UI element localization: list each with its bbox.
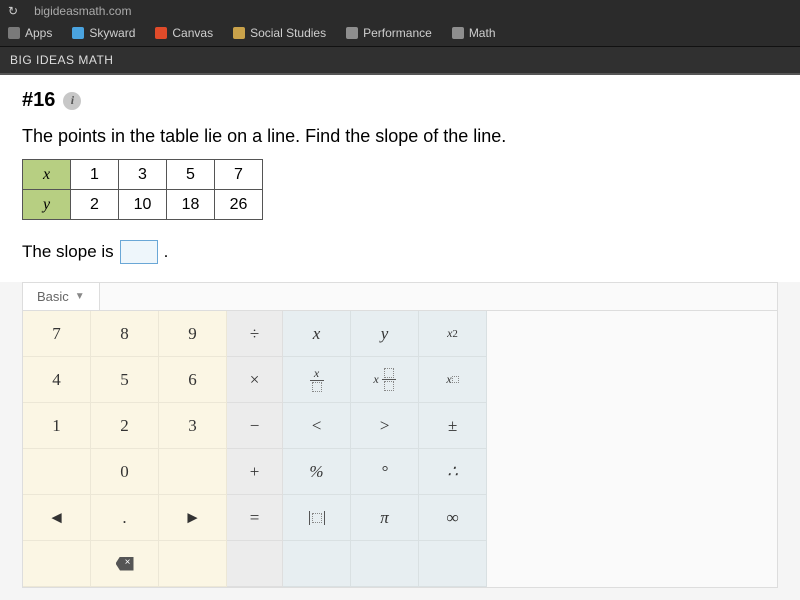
key-infinity[interactable]: ∞	[419, 495, 487, 541]
key-x-frac-box[interactable]: x	[351, 357, 419, 403]
key-5[interactable]: 5	[91, 357, 159, 403]
bookmark-social-studies[interactable]: Social Studies	[233, 26, 326, 40]
refresh-icon[interactable]: ↻	[8, 4, 18, 18]
keypad-grid: 7 8 9 4 5 6 1 2 3 0 ◄ . ► ÷ × − + =	[23, 311, 777, 587]
bookmark-label: Skyward	[89, 26, 135, 40]
key-less-than[interactable]: <	[283, 403, 351, 449]
key-2[interactable]: 2	[91, 403, 159, 449]
bookmark-skyward[interactable]: Skyward	[72, 26, 135, 40]
bookmark-label: Canvas	[172, 26, 213, 40]
answer-line: The slope is .	[22, 240, 778, 264]
keypad-operator-col: ÷ × − + =	[227, 311, 283, 587]
performance-icon	[346, 27, 358, 39]
bookmark-label: Math	[469, 26, 496, 40]
key-blank	[419, 541, 487, 587]
table-cell: 1	[71, 160, 119, 190]
table-cell: 18	[167, 190, 215, 220]
apps-icon	[8, 27, 20, 39]
key-blank	[227, 541, 283, 587]
chevron-down-icon: ▼	[75, 291, 85, 302]
social-studies-icon	[233, 27, 245, 39]
key-degree[interactable]: °	[351, 449, 419, 495]
key-0[interactable]: 0	[91, 449, 159, 495]
backspace-icon	[116, 557, 134, 571]
keypad-tab-basic[interactable]: Basic ▼	[23, 283, 100, 310]
bookmark-label: Social Studies	[250, 26, 326, 40]
key-dot[interactable]: .	[91, 495, 159, 541]
key-x-squared[interactable]: x2	[419, 311, 487, 357]
table-cell: 10	[119, 190, 167, 220]
question-prompt: The points in the table lie on a line. F…	[22, 126, 778, 147]
key-plus[interactable]: +	[227, 449, 283, 495]
key-pi[interactable]: π	[351, 495, 419, 541]
table-cell: 7	[215, 160, 263, 190]
question-panel: #16 i The points in the table lie on a l…	[0, 73, 800, 282]
bookmark-bar: Apps Skyward Canvas Social Studies Perfo…	[0, 22, 800, 47]
key-blank	[159, 449, 227, 495]
key-plus-minus[interactable]: ±	[419, 403, 487, 449]
question-number-row: #16 i	[22, 89, 778, 112]
keypad-tabs: Basic ▼	[23, 283, 777, 311]
math-icon	[452, 27, 464, 39]
key-x-over-box[interactable]: x	[283, 357, 351, 403]
question-number: #16	[22, 89, 55, 112]
key-blank	[283, 541, 351, 587]
key-nav-right[interactable]: ►	[159, 495, 227, 541]
key-greater-than[interactable]: >	[351, 403, 419, 449]
key-abs[interactable]	[283, 495, 351, 541]
browser-address-bar: ↻ bigideasmath.com	[0, 0, 800, 22]
keypad-symbol-pad: x y x2 x x x < > ± % ° ∴ π ∞	[283, 311, 487, 587]
url-hint: bigideasmath.com	[34, 4, 131, 18]
table-y-header: y	[23, 190, 71, 220]
bookmark-performance[interactable]: Performance	[346, 26, 432, 40]
key-minus[interactable]: −	[227, 403, 283, 449]
keypad-number-pad: 7 8 9 4 5 6 1 2 3 0 ◄ . ►	[23, 311, 227, 587]
key-3[interactable]: 3	[159, 403, 227, 449]
key-y[interactable]: y	[351, 311, 419, 357]
table-x-header: x	[23, 160, 71, 190]
key-x[interactable]: x	[283, 311, 351, 357]
xy-table: x 1 3 5 7 y 2 10 18 26	[22, 159, 263, 220]
key-divide[interactable]: ÷	[227, 311, 283, 357]
answer-input[interactable]	[120, 240, 158, 264]
key-blank	[23, 541, 91, 587]
skyward-icon	[72, 27, 84, 39]
answer-lead-text: The slope is	[22, 242, 114, 262]
table-cell: 5	[167, 160, 215, 190]
table-cell: 2	[71, 190, 119, 220]
key-therefore[interactable]: ∴	[419, 449, 487, 495]
canvas-icon	[155, 27, 167, 39]
key-6[interactable]: 6	[159, 357, 227, 403]
key-blank	[159, 541, 227, 587]
key-9[interactable]: 9	[159, 311, 227, 357]
bookmark-label: Performance	[363, 26, 432, 40]
bookmark-apps[interactable]: Apps	[8, 26, 52, 40]
brand-bar: BIG IDEAS MATH	[0, 47, 800, 73]
key-blank	[23, 449, 91, 495]
keypad-tab-label: Basic	[37, 289, 69, 304]
bookmark-math[interactable]: Math	[452, 26, 496, 40]
key-x-power-box[interactable]: x	[419, 357, 487, 403]
key-7[interactable]: 7	[23, 311, 91, 357]
table-cell: 3	[119, 160, 167, 190]
key-nav-left[interactable]: ◄	[23, 495, 91, 541]
key-multiply[interactable]: ×	[227, 357, 283, 403]
math-keypad: Basic ▼ 7 8 9 4 5 6 1 2 3 0 ◄ . ► ÷	[22, 282, 778, 588]
key-blank	[351, 541, 419, 587]
key-backspace[interactable]	[91, 541, 159, 587]
key-4[interactable]: 4	[23, 357, 91, 403]
bookmark-canvas[interactable]: Canvas	[155, 26, 213, 40]
key-equals[interactable]: =	[227, 495, 283, 541]
key-percent[interactable]: %	[283, 449, 351, 495]
table-cell: 26	[215, 190, 263, 220]
answer-trail-text: .	[164, 242, 169, 262]
key-8[interactable]: 8	[91, 311, 159, 357]
info-icon[interactable]: i	[63, 92, 81, 110]
key-1[interactable]: 1	[23, 403, 91, 449]
bookmark-label: Apps	[25, 26, 52, 40]
